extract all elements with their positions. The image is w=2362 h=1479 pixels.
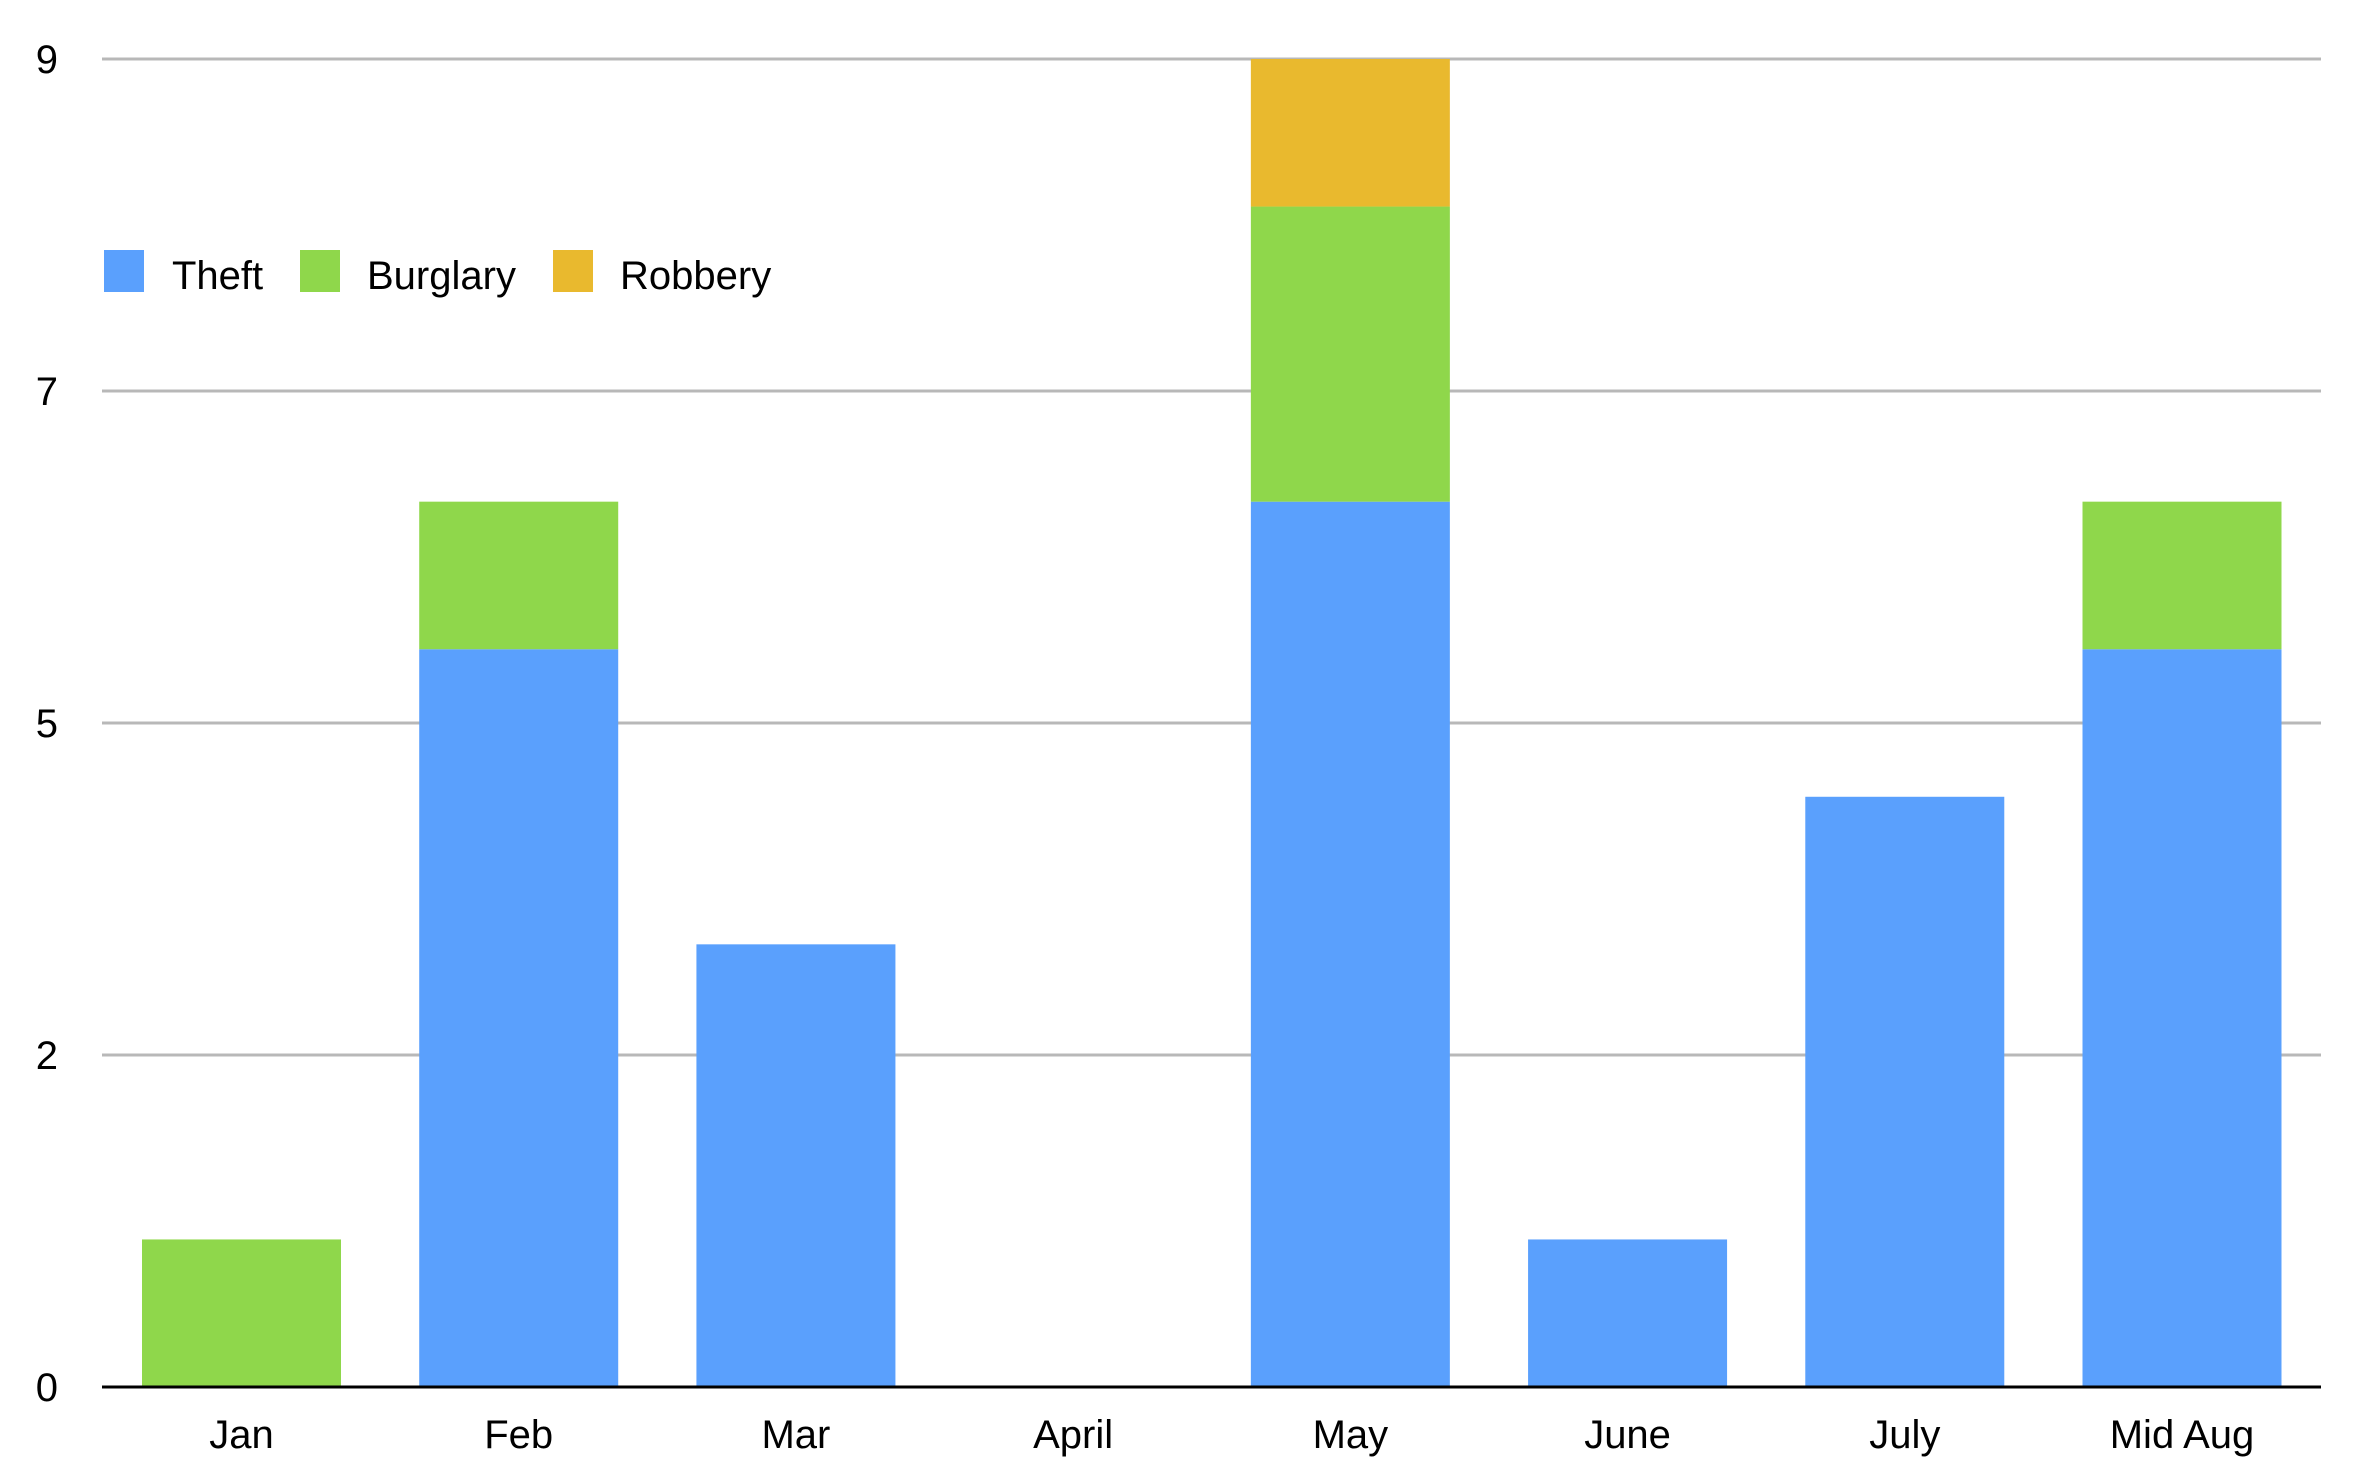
y-tick-label: 9 (36, 38, 58, 82)
y-tick-label: 7 (36, 370, 58, 414)
bar-robbery-may (1250, 59, 1450, 207)
x-category-label: July (1869, 1413, 1940, 1457)
legend-swatch-robbery (553, 250, 593, 292)
bar-burglary-mid-aug (2082, 501, 2282, 650)
y-tick-label: 2 (36, 1034, 58, 1078)
legend-swatch-burglary (300, 250, 340, 292)
bars (142, 59, 2282, 1388)
legend: Theft Burglary Robbery (104, 250, 771, 298)
x-category-label: April (1033, 1413, 1113, 1457)
legend-swatch-theft (104, 250, 144, 292)
x-axis-category-labels: Jan Feb Mar April May June July Mid Aug (209, 1413, 2254, 1457)
bar-theft-june (1528, 1239, 1728, 1387)
x-category-label: June (1584, 1413, 1671, 1457)
bar-theft-feb (419, 649, 619, 1387)
x-category-label: Mar (761, 1413, 830, 1457)
x-category-label: Jan (209, 1413, 274, 1457)
bar-theft-july (1805, 796, 2005, 1387)
bar-burglary-may (1250, 206, 1450, 502)
y-tick-label: 5 (36, 702, 58, 746)
x-category-label: May (1313, 1413, 1389, 1457)
x-category-label: Mid Aug (2110, 1413, 2255, 1457)
bar-burglary-feb (419, 501, 619, 650)
legend-label-theft: Theft (172, 254, 263, 298)
bar-theft-mid-aug (2082, 649, 2282, 1387)
x-category-label: Feb (484, 1413, 553, 1457)
bar-burglary-jan (142, 1239, 341, 1387)
bar-theft-mar (696, 944, 896, 1387)
bar-theft-may (1250, 501, 1450, 1388)
y-tick-label: 0 (36, 1366, 58, 1410)
y-axis-tick-labels: 0 2 5 7 9 (36, 38, 58, 1410)
legend-label-robbery: Robbery (620, 254, 771, 298)
legend-label-burglary: Burglary (367, 254, 516, 298)
